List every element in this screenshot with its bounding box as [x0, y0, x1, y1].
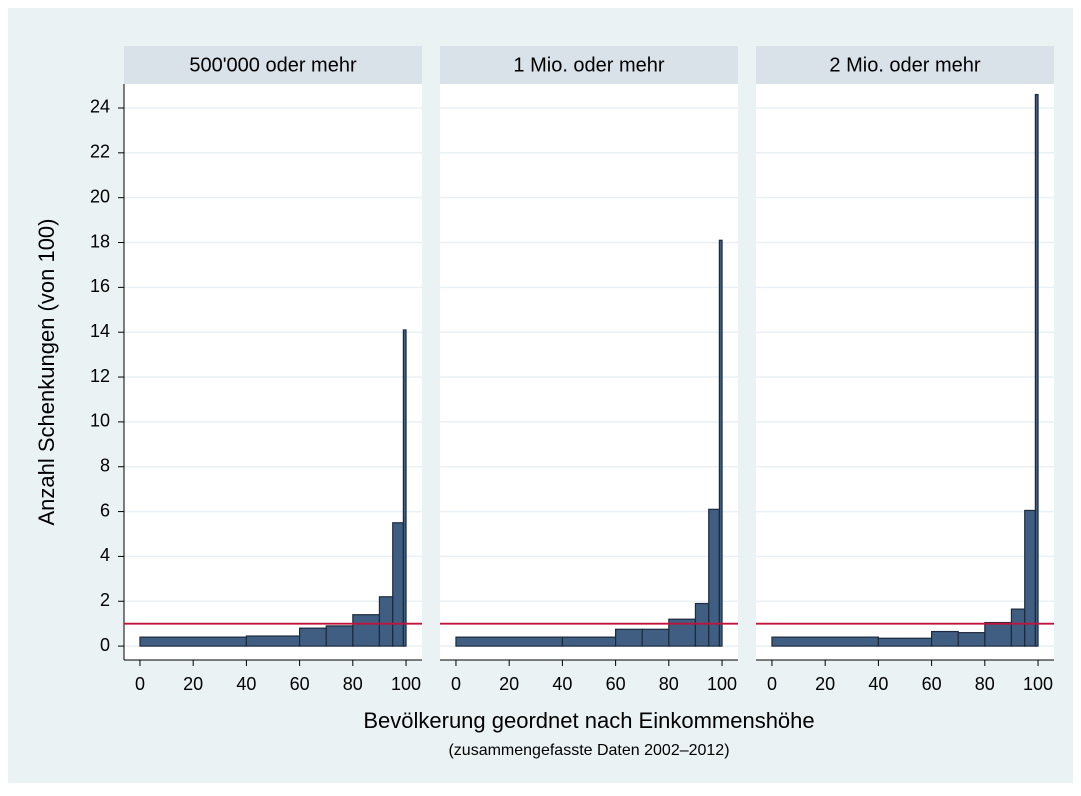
x-tick-label: 0 — [451, 674, 461, 694]
plot-area — [124, 84, 422, 660]
plot-area — [756, 84, 1054, 660]
bar — [771, 636, 879, 647]
x-tick-label: 100 — [1023, 674, 1053, 694]
bar — [694, 602, 710, 647]
bar — [708, 508, 720, 647]
y-tick-label: 4 — [100, 545, 110, 565]
x-tick-label: 100 — [391, 674, 421, 694]
x-tick-label: 40 — [868, 674, 888, 694]
panel-title: 500'000 oder mehr — [189, 54, 357, 76]
x-tick-label: 20 — [499, 674, 519, 694]
bar — [931, 630, 959, 647]
x-tick-label: 0 — [767, 674, 777, 694]
y-tick-label: 8 — [100, 455, 110, 475]
bar — [299, 627, 327, 647]
y-tick-label: 20 — [90, 186, 110, 206]
x-tick-label: 60 — [922, 674, 942, 694]
x-tick-label: 80 — [343, 674, 363, 694]
bar — [402, 329, 407, 647]
bar — [718, 239, 723, 647]
y-axis-label: Anzahl Schenkungen (von 100) — [34, 219, 59, 526]
bar — [1024, 509, 1036, 647]
plot-area — [440, 84, 738, 660]
x-tick-label: 60 — [290, 674, 310, 694]
bar — [139, 636, 247, 647]
y-tick-label: 18 — [90, 231, 110, 251]
x-tick-label: 20 — [815, 674, 835, 694]
bar — [957, 632, 986, 647]
bar — [1010, 608, 1026, 647]
bar — [984, 621, 1013, 647]
panel-header — [756, 46, 1054, 84]
x-tick-label: 100 — [707, 674, 737, 694]
bar — [615, 628, 643, 647]
x-tick-label: 80 — [659, 674, 679, 694]
panel-header — [124, 46, 422, 84]
x-tick-label: 60 — [606, 674, 626, 694]
bar — [641, 628, 670, 647]
bar — [325, 625, 354, 647]
y-tick-label: 22 — [90, 142, 110, 162]
x-tick-label: 40 — [552, 674, 572, 694]
bar — [245, 635, 301, 647]
bar — [1034, 93, 1039, 647]
y-tick-label: 24 — [90, 97, 110, 117]
y-tick-label: 10 — [90, 411, 110, 431]
x-tick-label: 80 — [975, 674, 995, 694]
y-tick-label: 6 — [100, 500, 110, 520]
y-tick-label: 0 — [100, 635, 110, 655]
bar — [352, 614, 381, 647]
bar — [561, 636, 617, 647]
subtitle: (zusammengefasste Daten 2002–2012) — [448, 742, 729, 759]
panel-header — [440, 46, 738, 84]
y-tick-label: 16 — [90, 276, 110, 296]
y-tick-label: 2 — [100, 590, 110, 610]
y-tick-label: 12 — [90, 366, 110, 386]
bar — [392, 522, 404, 647]
y-tick-label: 14 — [90, 321, 110, 341]
panel-title: 1 Mio. oder mehr — [513, 54, 665, 76]
panel-title: 2 Mio. oder mehr — [829, 54, 981, 76]
bar — [455, 636, 563, 647]
x-tick-label: 20 — [183, 674, 203, 694]
x-tick-label: 40 — [236, 674, 256, 694]
bar — [877, 637, 933, 647]
bar — [378, 596, 394, 647]
x-tick-label: 0 — [135, 674, 145, 694]
x-axis-label: Bevölkerung geordnet nach Einkommenshöhe — [363, 708, 814, 733]
